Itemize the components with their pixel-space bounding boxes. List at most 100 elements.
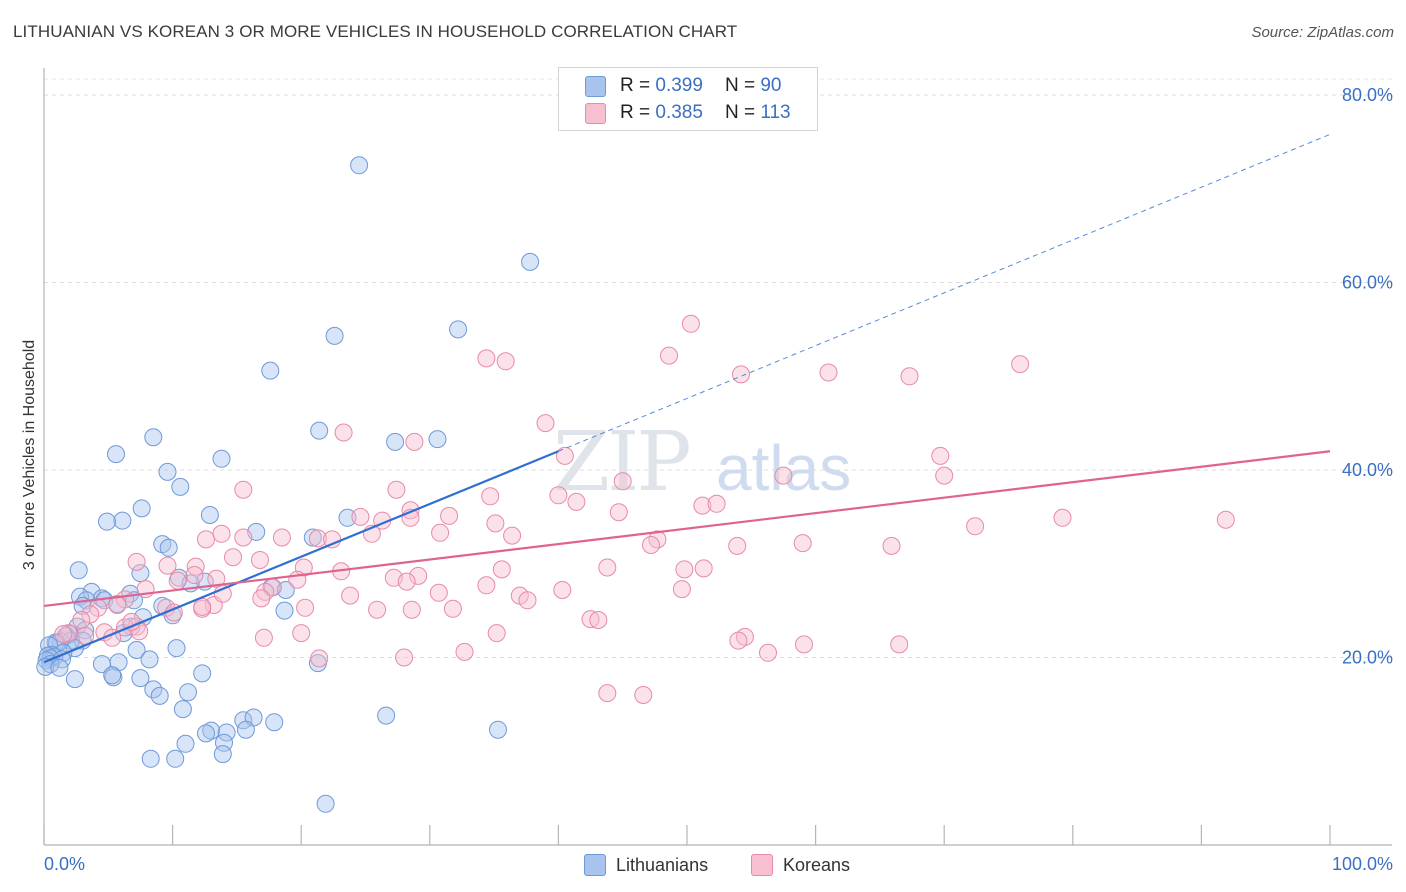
trend-lines — [43, 133, 1331, 664]
y-tick-label: 40.0% — [1342, 460, 1393, 480]
data-point-lithuanians — [310, 421, 329, 440]
data-point-koreans — [681, 314, 700, 333]
data-point-koreans — [158, 556, 177, 575]
data-point-koreans — [481, 487, 500, 506]
trend-extension-lithuanians — [558, 133, 1331, 452]
data-point-koreans — [503, 526, 522, 545]
data-point-koreans — [334, 423, 353, 442]
legend-r-label: R = — [620, 102, 651, 123]
tick-labels: 20.0% 40.0% 60.0% 80.0% 0.0% 100.0% — [44, 85, 1393, 874]
data-point-koreans — [693, 496, 712, 515]
data-point-koreans — [675, 560, 694, 579]
data-point-lithuanians — [265, 713, 284, 732]
data-point-koreans — [440, 506, 459, 525]
y-tick-label: 20.0% — [1342, 648, 1393, 668]
bottom-legend-swatch-koreans — [751, 854, 773, 876]
data-point-koreans — [54, 625, 73, 644]
data-point-koreans — [819, 363, 838, 382]
data-point-lithuanians — [131, 564, 150, 583]
data-point-koreans — [567, 492, 586, 511]
data-point-koreans — [581, 610, 600, 629]
data-point-koreans — [397, 572, 416, 591]
data-point-koreans — [634, 686, 653, 704]
data-point-lithuanians — [132, 499, 151, 518]
data-point-koreans — [207, 569, 226, 588]
data-point-lithuanians — [176, 734, 195, 753]
data-point-lithuanians — [303, 528, 322, 547]
data-point-koreans — [732, 365, 750, 384]
data-point-koreans — [429, 583, 448, 602]
data-point-koreans — [613, 472, 632, 491]
data-point-koreans — [536, 414, 555, 433]
data-point-koreans — [81, 605, 100, 624]
data-point-lithuanians — [41, 655, 60, 674]
data-point-koreans — [127, 552, 146, 571]
data-point-koreans — [387, 480, 406, 499]
data-point-koreans — [409, 566, 428, 585]
data-point-lithuanians — [69, 561, 88, 580]
data-point-lithuanians — [166, 749, 185, 768]
data-point-koreans — [609, 503, 628, 522]
legend-row-lithuanians: R = 0.399 N = 90 — [585, 73, 781, 99]
data-point-koreans — [728, 536, 747, 555]
data-point-koreans — [598, 684, 617, 703]
data-point-koreans — [935, 466, 954, 485]
data-point-lithuanians — [98, 512, 116, 531]
data-point-lithuanians — [325, 326, 344, 345]
data-point-lithuanians — [171, 477, 190, 496]
data-point-koreans — [486, 514, 505, 533]
legend-r-value: 0.385 — [655, 102, 703, 123]
data-point-koreans — [402, 600, 421, 619]
data-point-koreans — [395, 648, 414, 667]
x-tick-label-min: 0.0% — [44, 854, 85, 874]
data-point-koreans — [197, 530, 215, 549]
data-point-koreans — [793, 534, 812, 553]
data-point-koreans — [251, 551, 269, 569]
data-point-koreans — [549, 486, 568, 505]
data-point-lithuanians — [236, 720, 255, 739]
data-point-lithuanians — [103, 666, 122, 685]
grid-lines — [44, 78, 1392, 658]
bottom-legend-swatch-lithuanians — [584, 854, 606, 876]
data-point-lithuanians — [179, 683, 197, 702]
data-point-koreans — [882, 536, 901, 555]
data-point-lithuanians — [65, 670, 84, 689]
data-point-koreans — [477, 576, 496, 595]
data-point-koreans — [443, 599, 462, 618]
data-point-lithuanians — [386, 432, 405, 451]
data-point-lithuanians — [200, 506, 219, 524]
data-point-koreans — [292, 624, 311, 643]
data-point-koreans — [108, 596, 127, 614]
trend-line-koreans — [43, 450, 1331, 608]
watermark: ZIP atlas — [553, 415, 851, 510]
data-point-lithuanians — [350, 156, 369, 175]
series-koreans — [54, 314, 1235, 704]
watermark-atlas: atlas — [716, 432, 851, 504]
data-point-koreans — [234, 528, 253, 547]
data-point-koreans — [185, 566, 204, 584]
data-point-koreans — [193, 597, 212, 616]
data-point-lithuanians — [127, 641, 146, 659]
x-tick-label-max: 100.0% — [1332, 854, 1393, 874]
data-point-koreans — [405, 432, 424, 451]
data-point-lithuanians — [449, 320, 468, 339]
data-point-koreans — [553, 581, 572, 599]
data-point-koreans — [589, 611, 608, 629]
data-point-lithuanians — [212, 449, 231, 468]
data-point-koreans — [492, 560, 511, 579]
legend-n-label: N = — [724, 102, 756, 123]
data-point-lithuanians — [213, 745, 232, 764]
data-point-koreans — [707, 494, 726, 513]
data-point-koreans — [900, 367, 919, 386]
data-point-koreans — [660, 346, 678, 365]
data-point-lithuanians — [275, 601, 294, 620]
data-point-koreans — [694, 559, 713, 578]
data-point-koreans — [252, 589, 271, 608]
data-point-koreans — [672, 580, 691, 599]
legend-r-label: R = — [620, 75, 651, 96]
data-point-lithuanians — [113, 511, 132, 530]
data-point-lithuanians — [167, 639, 186, 658]
data-point-koreans — [234, 480, 253, 499]
data-point-koreans — [890, 635, 909, 654]
